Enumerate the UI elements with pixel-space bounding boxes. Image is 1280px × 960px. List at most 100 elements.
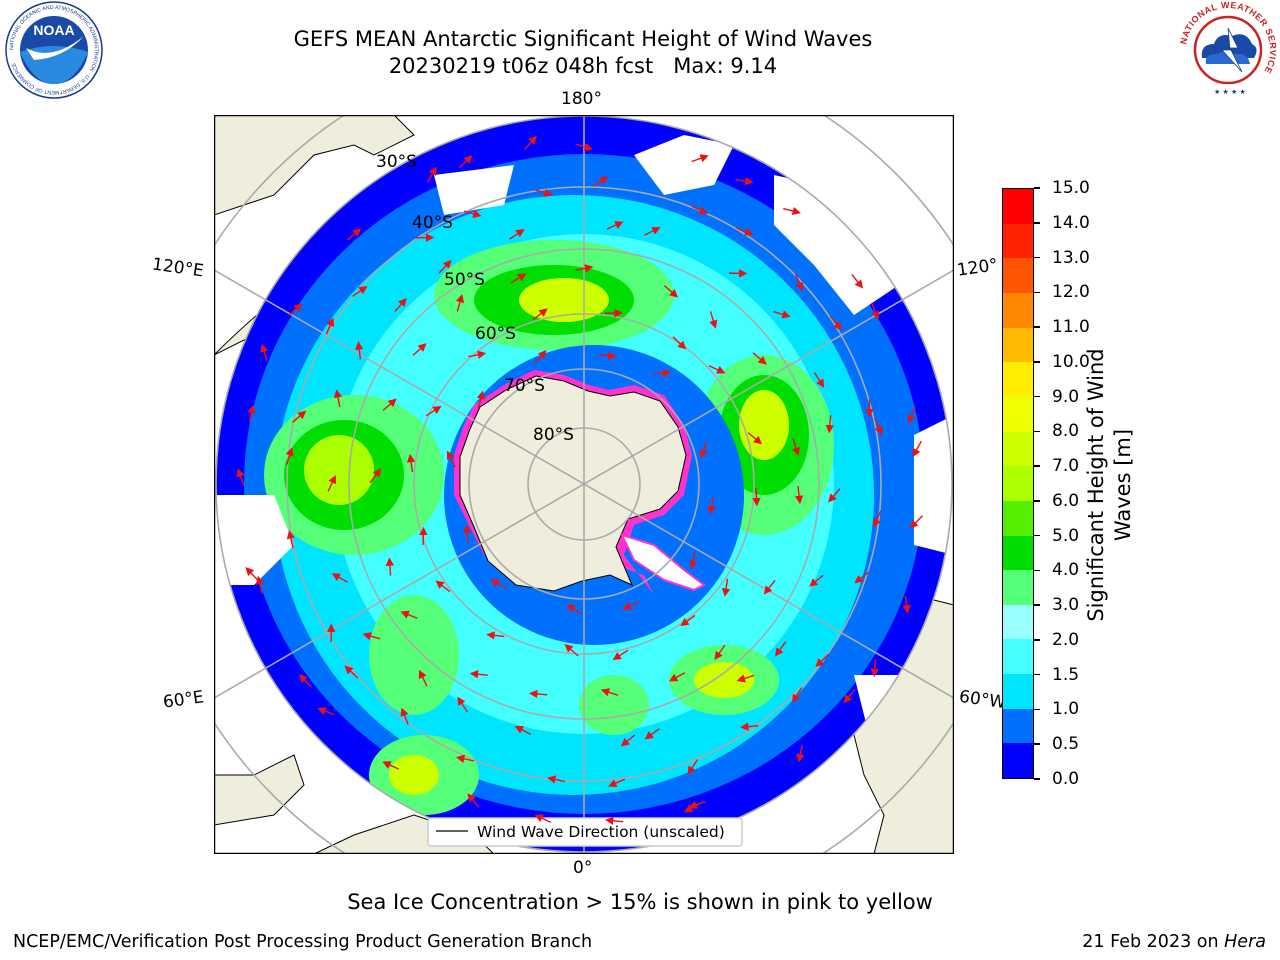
colorbar-tick	[1034, 361, 1040, 363]
wave-direction-arrow	[486, 631, 505, 640]
wave-direction-arrow	[752, 488, 761, 507]
colorbar-segment	[1003, 223, 1033, 259]
colorbar-level-label: 14.0	[1052, 212, 1090, 233]
wave-direction-arrow	[247, 404, 256, 423]
colorbar-tick	[1034, 500, 1040, 502]
wave-direction-arrow	[385, 557, 395, 576]
lon-label-60e: 60°E	[161, 687, 206, 713]
wave-direction-arrow	[815, 653, 829, 668]
wave-direction-arrow	[794, 485, 804, 505]
wave-direction-arrow	[843, 688, 856, 704]
footer-date: 21 Feb 2023 on Hera	[1082, 932, 1266, 952]
wave-direction-arrow	[709, 311, 718, 329]
wave-direction-arrow	[736, 227, 754, 236]
wave-direction-arrow	[643, 227, 661, 236]
lat-label-80s: 80°S	[533, 425, 574, 445]
footer-credit: NCEP/EMC/Verification Post Processing Pr…	[13, 932, 593, 952]
lon-label-0: 0°	[573, 858, 593, 878]
wave-direction-arrow	[691, 205, 708, 215]
wave-direction-arrow	[455, 293, 465, 312]
colorbar-level-label: 6.0	[1052, 490, 1080, 511]
wave-direction-arrow	[872, 510, 882, 528]
colorbar-tick	[1034, 708, 1040, 711]
wave-direction-arrow	[813, 372, 825, 388]
map-legend: Wind Wave Direction (unscaled)	[427, 817, 743, 847]
wave-direction-arrow	[298, 673, 312, 688]
wave-direction-arrow	[912, 440, 922, 458]
wave-direction-arrow	[791, 438, 801, 457]
wave-direction-arrow	[795, 274, 804, 292]
wave-direction-arrow	[691, 154, 709, 163]
wave-direction-arrow	[652, 368, 672, 378]
wave-direction-arrow	[458, 155, 473, 169]
lon-label-180: 180°	[561, 89, 602, 109]
colorbar-level-label: 2.0	[1052, 629, 1080, 650]
wave-direction-arrow	[663, 285, 679, 298]
wave-direction-arrow	[783, 206, 801, 216]
wave-direction-arrow	[592, 176, 609, 187]
lat-label-70s: 70°S	[504, 376, 545, 396]
lon-label-120e: 120°E	[150, 254, 205, 282]
colorbar-segment	[1003, 362, 1033, 397]
colorbar-tick	[1034, 430, 1040, 433]
wave-direction-arrow	[752, 352, 767, 365]
graticule	[214, 115, 954, 854]
wave-direction-arrow	[327, 474, 337, 492]
wave-direction-arrow	[355, 341, 364, 360]
wave-direction-arrow	[532, 308, 548, 321]
wave-direction-arrow	[564, 643, 579, 657]
wind-wave-arrows	[236, 135, 924, 825]
colorbar-level-label: 1.5	[1052, 664, 1080, 685]
wave-direction-arrow	[871, 302, 880, 320]
wave-direction-arrow	[514, 725, 532, 736]
colorbar-segment	[1003, 396, 1033, 432]
wave-direction-arrow	[851, 273, 864, 289]
wave-direction-arrow	[455, 754, 474, 763]
wave-direction-arrow	[909, 515, 924, 529]
wave-direction-arrow	[668, 672, 686, 682]
colorbar-tick	[1034, 256, 1040, 259]
wave-direction-arrow	[773, 310, 791, 319]
wave-direction-arrow	[412, 343, 427, 356]
wave-direction-arrow	[382, 398, 397, 412]
colorbar-segment	[1003, 189, 1033, 224]
colorbar-segment	[1003, 466, 1033, 501]
wave-direction-arrow	[620, 734, 636, 747]
lon-label-60w: 60°W	[957, 686, 1008, 714]
wave-direction-arrow	[608, 778, 626, 787]
map-legend-label: Wind Wave Direction (unscaled)	[477, 823, 725, 841]
colorbar-tick	[1034, 673, 1040, 676]
colorbar-segment	[1003, 743, 1033, 778]
wave-direction-arrow	[714, 644, 726, 661]
wave-direction-arrow	[598, 351, 617, 360]
wave-direction-arrow	[535, 188, 553, 197]
wave-direction-arrow	[796, 744, 805, 763]
wave-direction-arrow	[907, 406, 916, 424]
wave-direction-arrow	[644, 728, 660, 740]
colorbar-tick	[1034, 291, 1040, 294]
colorbar-level-label: 0.5	[1052, 734, 1080, 755]
wave-direction-arrow	[352, 285, 368, 297]
colorbar-level-label: 1.0	[1052, 699, 1080, 720]
lat-label-60s: 60°S	[475, 324, 516, 344]
wave-direction-arrow	[346, 228, 362, 241]
wave-direction-arrow	[446, 450, 456, 468]
wave-direction-arrow	[825, 415, 834, 434]
wave-direction-arrow	[418, 669, 428, 687]
colorbar-title-line2: Waves [m]	[1111, 428, 1135, 542]
colorbar-tick	[1034, 326, 1040, 328]
colorbar-segment	[1003, 431, 1033, 467]
colorbar	[1002, 188, 1034, 779]
wave-direction-arrow	[707, 496, 716, 515]
wave-direction-arrow	[829, 315, 842, 331]
footer-host: Hera	[1224, 932, 1266, 952]
wave-direction-arrow	[406, 453, 416, 473]
wave-direction-arrow	[325, 317, 335, 335]
colorbar-level-label: 11.0	[1052, 317, 1090, 338]
wave-direction-arrow	[721, 578, 731, 597]
colorbar-tick	[1034, 222, 1040, 224]
antarctica-landmass	[454, 370, 706, 595]
wave-direction-arrow	[469, 670, 488, 679]
noaa-logo: NOAA NATIONAL OCEANIC AND ATMOSPHERIC AD…	[5, 1, 103, 99]
wave-direction-arrow	[344, 665, 359, 679]
